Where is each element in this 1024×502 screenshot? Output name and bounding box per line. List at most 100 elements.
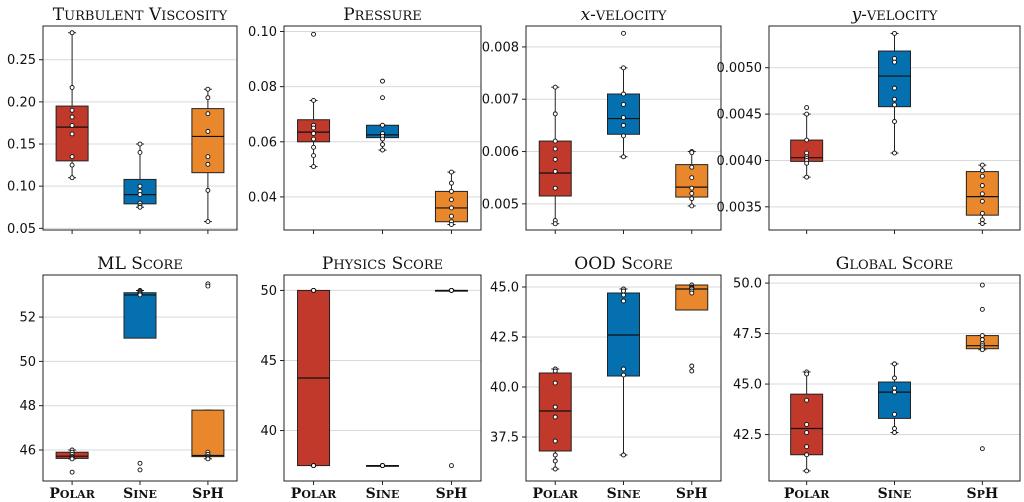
box-sph [434, 287, 468, 469]
data-point [205, 95, 211, 101]
data-point [892, 426, 897, 431]
data-point [552, 452, 558, 458]
data-point [449, 205, 454, 211]
data-point [449, 188, 454, 194]
data-point [449, 180, 454, 186]
subplot-title: x-VELOCITY [581, 5, 667, 25]
box-sph [965, 162, 999, 226]
data-point [449, 213, 454, 219]
data-point [689, 164, 695, 170]
data-point [69, 469, 75, 475]
x-tick-label-polar: POLAR [291, 486, 337, 502]
x-tick-label-sine: SINE [607, 486, 641, 502]
data-point [380, 122, 385, 128]
data-point [979, 333, 985, 339]
box-polar [790, 105, 824, 180]
data-point [137, 204, 143, 210]
y-tick-label: 0.007 [482, 93, 519, 108]
data-point [552, 404, 558, 410]
data-point [621, 102, 626, 107]
data-point [804, 160, 810, 166]
box-sph [965, 282, 999, 452]
data-point [205, 111, 211, 117]
y-tick-label: 0.008 [482, 40, 519, 55]
data-point [311, 97, 316, 103]
box-body [191, 108, 225, 174]
data-point [205, 161, 211, 167]
y-tick-label: 0.04 [248, 190, 277, 205]
data-point [892, 411, 897, 417]
data-point [621, 133, 626, 139]
data-point [552, 138, 558, 144]
data-point [205, 219, 211, 225]
data-point [69, 107, 75, 113]
y-tick-label: 0.005 [482, 197, 519, 212]
subplot-6: 40 45 50 POLAR SINE SPH PHYSICS SCORE [260, 254, 482, 502]
box-body [191, 409, 225, 458]
data-point [137, 292, 143, 298]
data-point [380, 78, 385, 84]
data-point [621, 30, 626, 36]
data-point [689, 185, 695, 191]
data-point [689, 363, 695, 369]
x-tick-label-sph: SPH [676, 486, 708, 502]
box-body [538, 372, 572, 452]
x-tick-label-sine: SINE [366, 486, 400, 502]
y-tick-label: 46 [19, 443, 36, 458]
data-point [205, 456, 211, 462]
subplot-3: 0.005 0.006 0.007 0.008 x-VELOCITY [482, 5, 722, 234]
data-point [552, 111, 558, 117]
y-tick-label: 42.5 [490, 331, 519, 346]
subplot-title: TURBULENT VISCOSITY [53, 5, 228, 25]
data-point [621, 122, 626, 128]
x-tick-label-sph: SPH [967, 486, 999, 502]
box-sph [191, 281, 225, 462]
data-point [979, 183, 985, 188]
data-point [892, 30, 897, 36]
data-point [892, 150, 897, 156]
box-sine [123, 141, 157, 210]
box-sine [878, 30, 911, 156]
data-point [804, 137, 810, 143]
data-point [69, 162, 75, 168]
data-point [552, 146, 558, 152]
data-point [69, 175, 75, 181]
subplot-7: 37.5 40.0 42.5 45.0 POLAR SINE SPH OOD SCORE [490, 254, 722, 502]
data-point [621, 366, 626, 372]
box-sine [607, 30, 640, 160]
y-tick-label: 0.10 [7, 180, 36, 195]
x-tick-label-sine: SINE [123, 486, 157, 502]
data-point [979, 446, 985, 452]
subplot-5: 46 48 50 52 POLAR SINE SPH ML SCORE [19, 254, 238, 502]
x-tick-label-sine: SINE [878, 486, 912, 502]
y-tick-label: 0.0035 [717, 200, 763, 215]
subplot-2: 0.04 0.06 0.08 0.10 PRESSURE [248, 5, 482, 234]
y-tick-label: 0.006 [482, 145, 519, 160]
data-point [449, 287, 454, 293]
y-tick-label: 0.0050 [717, 61, 763, 76]
data-point [804, 468, 810, 474]
data-point [552, 84, 558, 90]
subplot-1: 0.05 0.10 0.15 0.20 0.25 TURBULENT VISCOSITY [7, 5, 238, 237]
y-tick-label: 47.5 [733, 327, 762, 342]
data-point [137, 460, 143, 466]
data-point [311, 136, 316, 142]
data-point [689, 175, 695, 181]
data-point [689, 368, 695, 374]
y-tick-label: 0.20 [7, 95, 36, 110]
data-point [689, 196, 695, 202]
data-point [804, 397, 810, 403]
data-point [621, 452, 626, 458]
x-tick-label-polar: POLAR [49, 486, 95, 502]
data-point [69, 154, 75, 160]
data-point [689, 190, 695, 196]
data-point [621, 91, 626, 97]
y-tick-label: 52 [19, 311, 36, 326]
box-sine [366, 78, 399, 153]
data-point [804, 430, 810, 435]
data-point [621, 65, 626, 71]
subplot-title: OOD SCORE [574, 254, 672, 274]
subplot-8: 42.5 45.0 47.5 50.0 POLAR SINE SPH GLOBAL SCORE [733, 254, 1021, 502]
data-point [979, 191, 985, 197]
data-point [69, 30, 75, 36]
